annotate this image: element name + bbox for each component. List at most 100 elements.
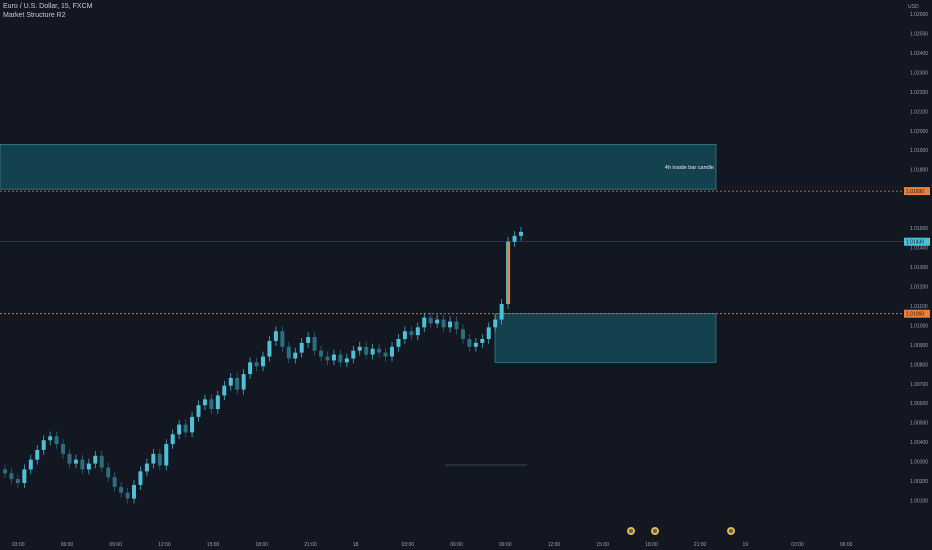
candle-body — [93, 455, 98, 464]
candle-body — [248, 362, 253, 375]
level-tag — [904, 309, 930, 318]
candle-body — [299, 342, 304, 353]
x-tick-label: 09:00 — [109, 542, 122, 548]
candle-body — [454, 321, 459, 330]
y-tick-label: 1.01800 — [910, 168, 928, 174]
candle-body — [415, 327, 420, 336]
x-tick-label: 19 — [743, 542, 749, 548]
candle-body — [35, 449, 40, 460]
candle-body — [357, 346, 362, 351]
event-icon-dot — [729, 529, 733, 533]
candle-body — [370, 348, 375, 355]
candle-body — [183, 424, 188, 433]
y-tick-label: 1.01500 — [910, 226, 928, 232]
candle-body — [125, 492, 130, 499]
candle-body — [390, 346, 394, 357]
candle-body — [15, 479, 20, 484]
x-tick-label: 21:00 — [304, 542, 317, 548]
candle-body — [241, 374, 246, 390]
candle-body — [396, 339, 401, 347]
y-tick-label: 1.02600 — [910, 12, 928, 18]
candle-body — [280, 331, 285, 347]
candle-body — [493, 319, 498, 328]
x-tick-label: 18 — [353, 542, 359, 548]
candle-body — [460, 329, 465, 340]
candle-body — [80, 459, 85, 470]
candle-body — [222, 385, 227, 396]
candle-body — [54, 436, 59, 445]
x-tick-label: 15:00 — [207, 542, 220, 548]
candle-body — [138, 471, 143, 485]
candle-body — [261, 356, 265, 367]
candle-body — [351, 350, 356, 359]
candle-body — [441, 319, 446, 328]
y-tick-label: 1.00300 — [910, 460, 928, 466]
y-tick-label: 1.02200 — [910, 90, 928, 96]
candle-body — [467, 339, 472, 347]
candle-body — [151, 453, 156, 464]
zone-label: 4h inside bar candle — [665, 165, 714, 171]
current-price-label: 1.01430 — [906, 240, 924, 246]
x-tick-label: 03:00 — [402, 542, 415, 548]
x-tick-label: 03:00 — [12, 542, 25, 548]
x-tick-label: 15:00 — [596, 542, 609, 548]
candle-body — [486, 327, 491, 340]
x-tick-label: 09:00 — [499, 542, 512, 548]
candle-body — [132, 484, 136, 499]
y-tick-label: 1.00800 — [910, 362, 928, 368]
candle-body — [190, 416, 195, 433]
candle-body — [228, 377, 233, 386]
candle-body — [209, 399, 214, 410]
candle-body — [519, 231, 523, 236]
candle-body — [331, 354, 336, 361]
y-tick-label: 1.01900 — [910, 148, 928, 154]
candle-body — [9, 473, 14, 480]
candle-body — [267, 340, 272, 357]
candle-body — [428, 317, 433, 324]
x-tick-label: 03:00 — [791, 542, 804, 548]
candle-body — [67, 453, 72, 464]
y-tick-label: 1.02400 — [910, 51, 928, 57]
candle-body — [119, 486, 124, 493]
candle-body — [28, 459, 33, 470]
candle-body — [499, 303, 504, 320]
y-tick-label: 1.01100 — [910, 304, 928, 310]
x-tick-label: 12:00 — [548, 542, 561, 548]
y-tick-label: 1.01200 — [910, 284, 928, 290]
candle-body — [215, 395, 220, 410]
candle-body — [435, 319, 440, 324]
current-price-tag — [904, 237, 930, 246]
symbol-title: Euro / U.S. Dollar, 15, FXCM — [3, 3, 93, 10]
event-icon-dot — [653, 529, 657, 533]
y-tick-label: 1.01300 — [910, 265, 928, 271]
level-tag — [904, 187, 930, 196]
x-tick-label: 18:00 — [645, 542, 658, 548]
candle-body — [41, 440, 46, 450]
x-tick-label: 06:00 — [840, 542, 853, 548]
candle-body — [448, 321, 453, 328]
candle-body — [112, 477, 117, 487]
y-tick-label: 1.01000 — [910, 323, 928, 329]
candle-body — [196, 405, 201, 417]
candle-body — [512, 235, 517, 242]
candle-body — [383, 352, 388, 357]
y-tick-label: 1.02300 — [910, 70, 928, 76]
event-icon-dot — [629, 529, 633, 533]
x-tick-label: 06:00 — [450, 542, 463, 548]
candle-body — [338, 354, 343, 363]
candle-body — [286, 346, 291, 359]
candle-body — [377, 348, 382, 353]
currency-label: USD — [908, 4, 919, 10]
candle-body — [106, 467, 111, 478]
candle-body — [402, 331, 407, 340]
candle-body — [144, 463, 149, 472]
candle-body — [325, 356, 330, 361]
candle-body — [170, 434, 175, 445]
candle-body — [312, 337, 317, 351]
candle-body — [473, 342, 478, 347]
candle-body — [61, 444, 66, 454]
indicator-label: Market Structure R2 — [3, 12, 66, 19]
y-tick-label: 1.02100 — [910, 109, 928, 115]
level-tag-label: 1.01690 — [906, 189, 924, 195]
